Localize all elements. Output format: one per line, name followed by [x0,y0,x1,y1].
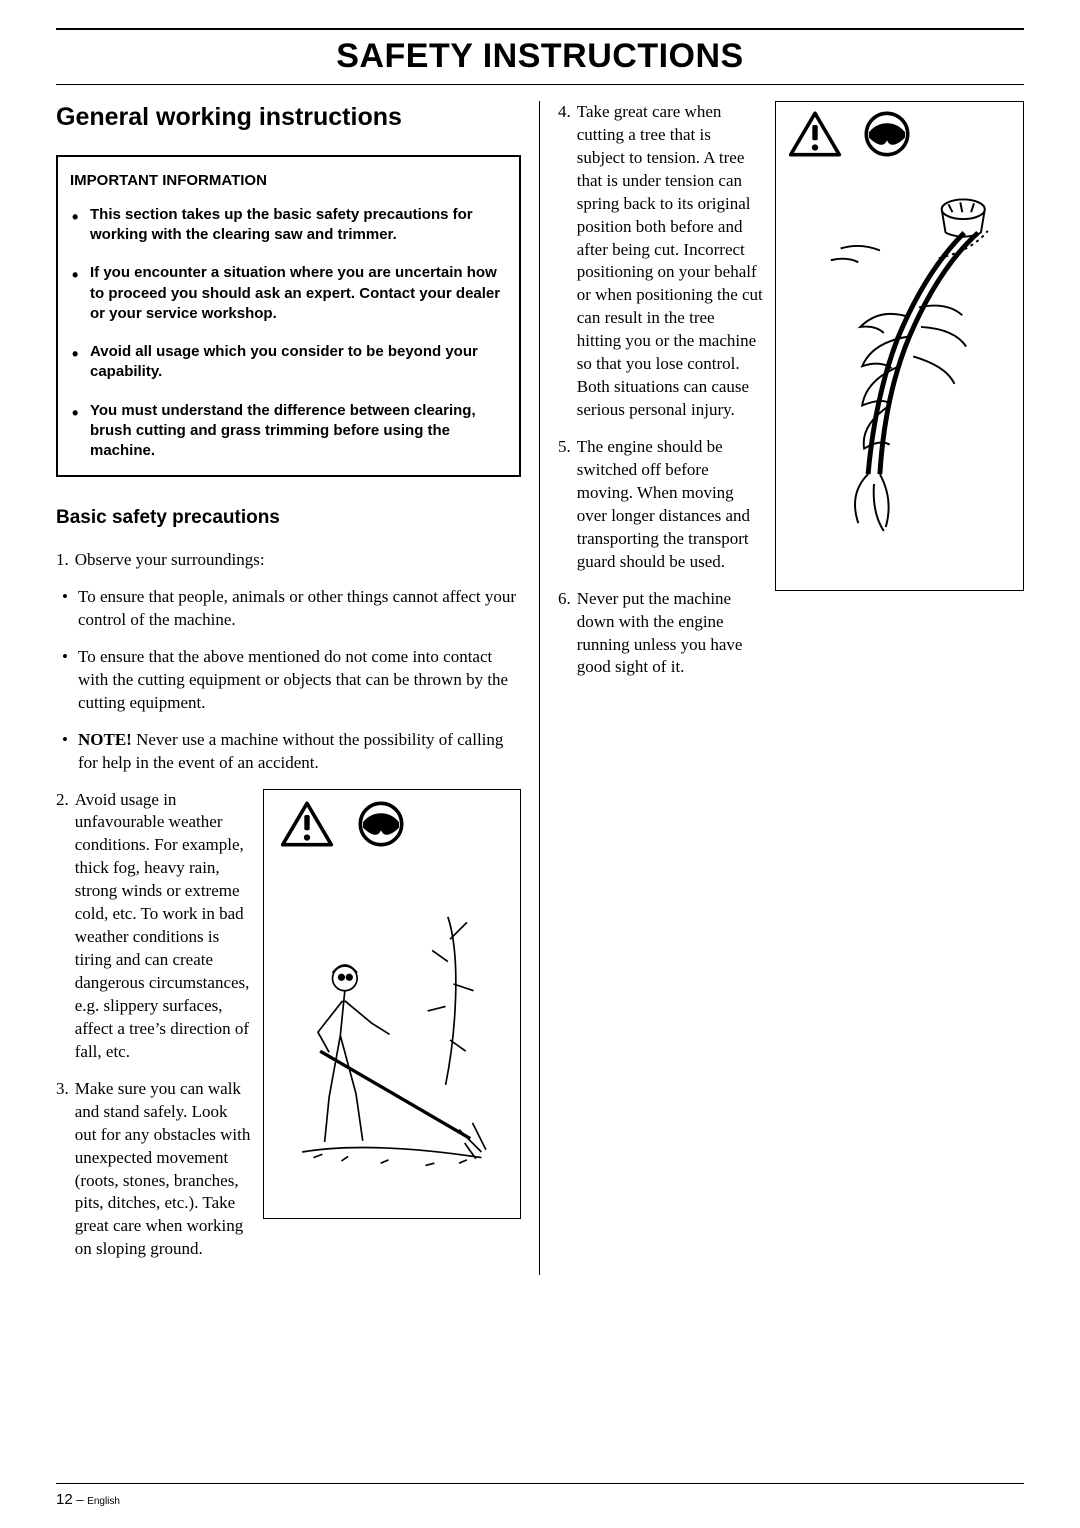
warning-triangle-icon [280,800,334,848]
subsection-heading: Basic safety precautions [56,505,521,531]
items-2-3-with-figure: 2. Avoid usage in unfavourable weather c… [56,789,521,1276]
goggles-icon [354,800,408,848]
goggles-icon [860,110,914,158]
side-text-block: 2. Avoid usage in unfavourable weather c… [56,789,251,1276]
item-number: 3. [56,1078,69,1262]
item-text: Make sure you can walk and stand safely.… [75,1078,252,1262]
item-text: Take great care when cutting a tree that… [577,101,763,422]
two-column-layout: General working instructions IMPORTANT I… [56,101,1024,1275]
footer-sep: – [73,1492,87,1507]
page-footer: 12 – English [56,1483,1024,1510]
sub-bullet-note: NOTE! Never use a machine without the po… [62,729,521,775]
footer-language: English [87,1496,120,1507]
right-column: 4. Take great care when cutting a tree t… [540,101,1024,1275]
item-text: The engine should be switched off before… [577,436,763,574]
numbered-item-6: 6. Never put the machine down with the e… [558,588,763,680]
important-info-box: IMPORTANT INFORMATION This section takes… [56,155,521,478]
left-column: General working instructions IMPORTANT I… [56,101,540,1275]
top-rule [56,28,1024,30]
numbered-item-2: 2. Avoid usage in unfavourable weather c… [56,789,251,1064]
figure-1-icons [272,800,512,848]
numbered-item-5: 5. The engine should be switched off bef… [558,436,763,574]
operator-sketch [272,872,512,1208]
figure-2-icons [784,110,1015,158]
item-number: 2. [56,789,69,1064]
figure-2 [775,101,1024,591]
figure-1 [263,789,521,1219]
bent-tree-sketch [784,170,1015,582]
info-item: If you encounter a situation where you a… [70,263,503,324]
info-box-list: This section takes up the basic safety p… [70,205,503,462]
item-number: 4. [558,101,571,422]
sub-bullet: To ensure that the above mentioned do no… [62,646,521,715]
note-prefix: NOTE! [78,730,132,749]
sub-bullets: To ensure that people, animals or other … [56,586,521,775]
page-number: 12 [56,1491,73,1508]
item-text: Observe your surroundings: [75,549,521,572]
warning-triangle-icon [788,110,842,158]
numbered-item-1: 1. Observe your surroundings: [56,549,521,572]
info-item: You must understand the difference betwe… [70,401,503,462]
numbered-item-4: 4. Take great care when cutting a tree t… [558,101,763,422]
item-number: 6. [558,588,571,680]
page-title: SAFETY INSTRUCTIONS [56,34,1024,80]
info-item: This section takes up the basic safety p… [70,205,503,246]
sub-bullet: To ensure that people, animals or other … [62,586,521,632]
info-item: Avoid all usage which you consider to be… [70,342,503,383]
item-number: 1. [56,549,69,572]
right-text-block: 4. Take great care when cutting a tree t… [558,101,763,1275]
note-text: Never use a machine without the possibil… [78,730,503,772]
title-rule [56,84,1024,85]
item-text: Avoid usage in unfavourable weather cond… [75,789,252,1064]
item-number: 5. [558,436,571,574]
info-box-title: IMPORTANT INFORMATION [70,171,503,191]
numbered-item-3: 3. Make sure you can walk and stand safe… [56,1078,251,1262]
section-heading: General working instructions [56,101,521,135]
item-text: Never put the machine down with the engi… [577,588,763,680]
